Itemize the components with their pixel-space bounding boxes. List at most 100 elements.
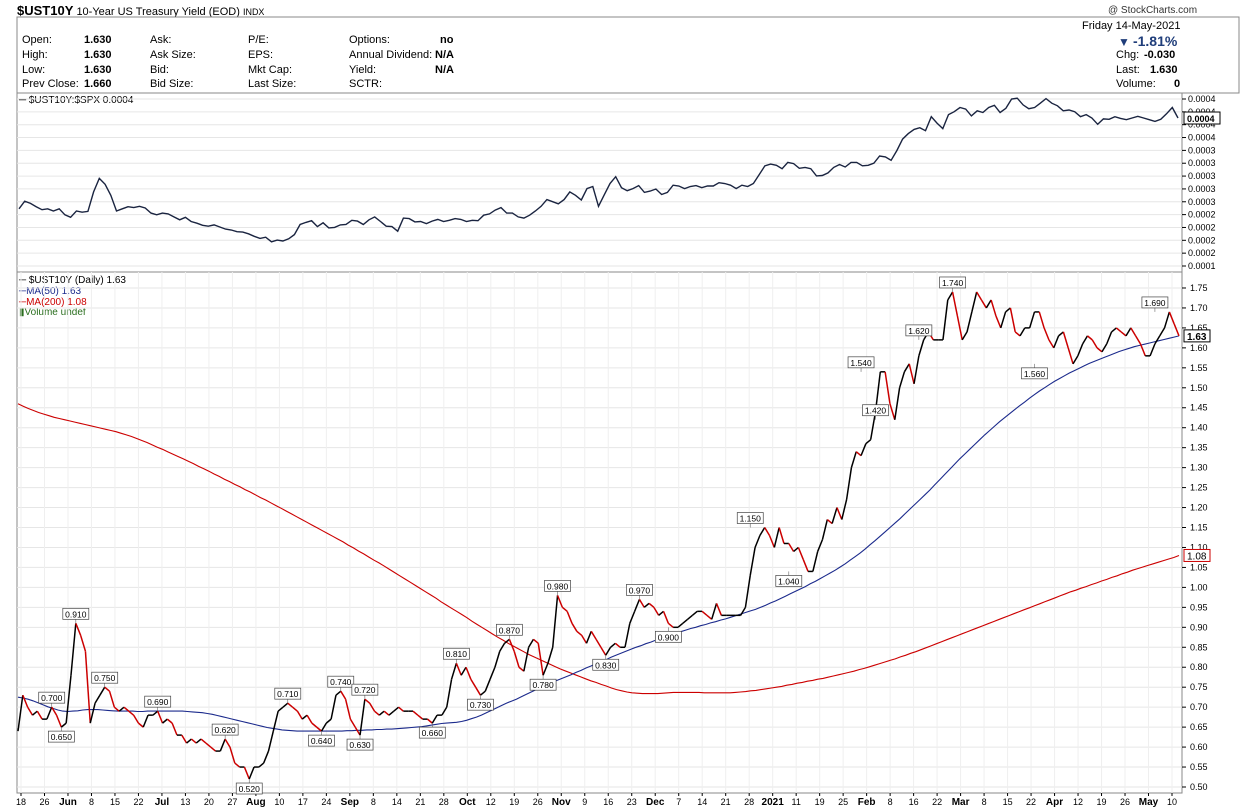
x-tick-label: Jun <box>59 797 77 808</box>
x-tick-label: 11 <box>791 797 800 807</box>
price-y-tick-label: 0.70 <box>1190 702 1208 712</box>
price-line-segment <box>865 439 872 445</box>
price-line-segment <box>643 602 650 608</box>
annual-dividend-label: Annual Dividend: <box>349 49 433 61</box>
price-line-segment <box>113 706 120 712</box>
price-line-segment <box>1028 311 1036 329</box>
pe-label: P/E: <box>248 34 269 46</box>
price-line-segment <box>1000 311 1007 329</box>
low-value: 1.630 <box>84 64 112 76</box>
price-line-segment <box>359 699 366 736</box>
ratio-y-tick-label: 0.0003 <box>1188 171 1216 181</box>
price-line-segment <box>826 518 833 525</box>
price-line-segment <box>551 595 559 648</box>
price-line-segment <box>388 710 395 716</box>
annotation-label: 0.660 <box>422 728 444 738</box>
price-line-segment <box>966 311 973 333</box>
annotation-label: 0.970 <box>629 585 651 595</box>
price-last-value-box <box>1183 329 1211 343</box>
price-line-segment <box>836 507 843 520</box>
price-line-segment <box>971 291 978 313</box>
price-line-segment <box>26 706 34 716</box>
price-y-tick-label: 1.60 <box>1190 343 1208 353</box>
price-y-tick-label: 1.15 <box>1190 523 1208 533</box>
price-line-segment <box>913 355 920 384</box>
ma200-last-value-label: 1.08 <box>1187 551 1207 562</box>
price-line-segment <box>378 710 385 716</box>
x-tick-label: 24 <box>321 797 331 807</box>
price-line-segment <box>205 742 212 748</box>
price-line-segment <box>677 622 684 628</box>
x-tick-label: May <box>1139 797 1159 808</box>
volume-bars-icon: ▮ <box>19 307 25 318</box>
volume-label: Volume: <box>1116 78 1156 90</box>
x-tick-label: 28 <box>744 797 754 807</box>
price-line-segment <box>465 666 472 680</box>
price-line-segment <box>985 299 992 309</box>
annotation-box <box>496 623 523 636</box>
x-tick-label: Nov <box>552 797 571 808</box>
price-line-segment <box>455 662 462 676</box>
price-line-segment <box>869 411 877 440</box>
annotation-box <box>235 782 263 795</box>
price-line-segment <box>475 686 482 696</box>
price-line-segment <box>580 634 588 644</box>
annotation-label: 0.730 <box>470 700 492 710</box>
price-y-tick-label: 1.55 <box>1190 363 1208 373</box>
chart-title: $UST10Y 10-Year US Treasury Yield (EOD) … <box>17 3 264 18</box>
annotation-label: 1.620 <box>908 326 930 336</box>
price-line-segment <box>340 690 347 700</box>
price-y-tick-label: 0.65 <box>1190 722 1208 732</box>
price-line-segment <box>60 722 67 728</box>
price-line-segment <box>374 710 380 716</box>
price-line-segment <box>330 695 337 720</box>
price-y-tick-label: 0.50 <box>1190 782 1208 792</box>
price-line-segment <box>821 519 829 540</box>
price-line-segment <box>1038 311 1045 329</box>
price-line-segment <box>287 702 294 708</box>
change-percent: ▼ -1.81% <box>1118 33 1177 49</box>
price-line-segment <box>816 539 824 552</box>
eps-label: EPS: <box>248 49 274 61</box>
price-line-segment <box>190 738 197 744</box>
price-line-segment <box>889 403 896 420</box>
price-line-segment <box>1125 327 1132 337</box>
x-tick-label: 28 <box>439 797 449 807</box>
price-line-segment <box>1048 339 1055 349</box>
price-line-segment <box>46 706 53 720</box>
price-line-segment <box>1077 343 1084 357</box>
annotation-label: 1.740 <box>942 278 964 288</box>
price-line-segment <box>739 606 747 616</box>
annotation-box <box>308 734 335 747</box>
x-tick-label: 20 <box>204 797 214 807</box>
price-line-segment <box>349 718 356 728</box>
price-line-segment <box>648 602 655 608</box>
options-label: Options: <box>349 34 390 46</box>
price-line-segment <box>460 666 467 676</box>
price-line-segment <box>450 663 458 680</box>
info-panel-frame <box>16 16 1240 94</box>
x-tick-label: 9 <box>582 797 587 807</box>
open-label: Open: <box>22 34 52 46</box>
annotation-label: 0.900 <box>658 632 680 642</box>
annotation-label: 1.560 <box>1024 369 1046 379</box>
ratio-y-tick-label: 0.0003 <box>1188 158 1216 168</box>
annotation-box <box>211 723 239 736</box>
price-y-tick-label: 1.75 <box>1190 283 1208 293</box>
price-y-tick-label: 0.80 <box>1190 662 1208 672</box>
price-line-segment <box>99 686 106 696</box>
ratio-y-tick-label: 0.0003 <box>1188 184 1216 194</box>
price-line-segment <box>1163 311 1171 329</box>
ratio-y-tick-label: 0.0003 <box>1188 197 1216 207</box>
annotation-box <box>736 512 764 524</box>
x-tick-label: 10 <box>274 797 284 807</box>
price-line-segment <box>1005 307 1011 313</box>
price-line-segment <box>243 766 250 780</box>
price-line-segment <box>1058 331 1064 337</box>
x-tick-label: Dec <box>646 797 665 808</box>
price-line-segment <box>1101 343 1108 353</box>
low-label: Low: <box>22 64 46 76</box>
annotation-label: 0.650 <box>51 732 73 742</box>
annotation-box <box>1021 367 1048 380</box>
x-tick-label: Sep <box>341 797 359 808</box>
